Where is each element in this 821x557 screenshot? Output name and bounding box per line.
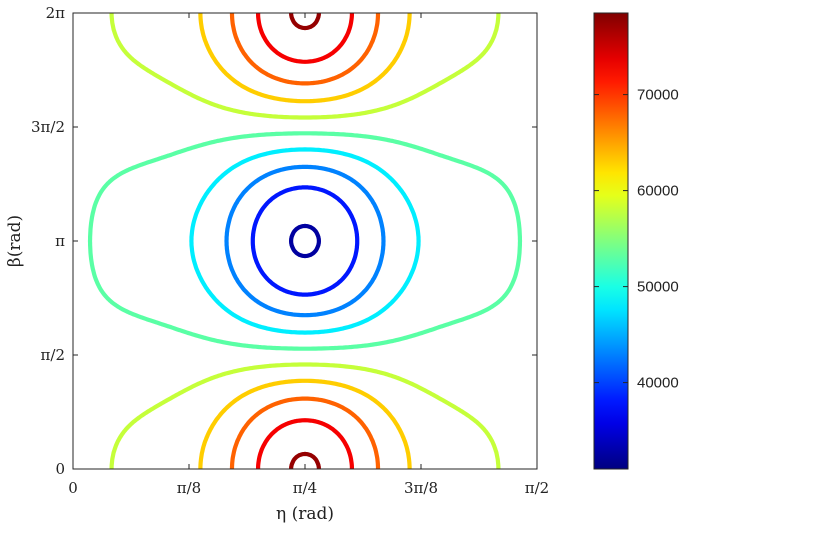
colorbar-tick-label: 70000 <box>637 87 679 104</box>
y-tick-label: 2π <box>46 4 66 22</box>
y-tick-label: π <box>55 232 65 250</box>
colorbar-tick-label: 60000 <box>637 183 679 200</box>
contour-level-1 <box>250 185 360 297</box>
contour-level-4 <box>87 131 523 351</box>
y-tick-label: π/2 <box>41 346 65 364</box>
contour-lines <box>87 13 523 469</box>
x-tick-label: π/8 <box>177 479 201 497</box>
x-axis: 0 π/8 π/4 3π/8 π/2 <box>68 13 549 497</box>
contour-level-8 <box>256 13 354 469</box>
x-tick-label: π/4 <box>293 479 317 497</box>
colorbar-gradient <box>593 12 629 470</box>
colorbar-tick-label: 40000 <box>637 375 679 392</box>
contour-level-6 <box>198 13 412 469</box>
x-tick-label: 3π/8 <box>404 479 438 497</box>
x-tick-label: π/2 <box>525 479 549 497</box>
contour-level-9 <box>289 13 321 469</box>
colorbar: 40000 50000 60000 70000 <box>593 12 679 470</box>
y-axis: 0 π/2 π 3π/2 2π <box>31 4 537 478</box>
y-tick-label: 0 <box>55 460 65 478</box>
x-axis-title: η (rad) <box>276 504 334 524</box>
contour-level-3 <box>189 147 421 335</box>
contour-level-7 <box>229 13 381 469</box>
contour-level-5 <box>109 13 501 469</box>
contour-level-0 <box>289 223 321 259</box>
contour-level-2 <box>224 164 386 318</box>
colorbar-tick-label: 50000 <box>637 279 679 296</box>
y-axis-title: β(rad) <box>5 215 25 267</box>
x-tick-label: 0 <box>68 479 78 497</box>
y-tick-label: 3π/2 <box>31 118 65 136</box>
